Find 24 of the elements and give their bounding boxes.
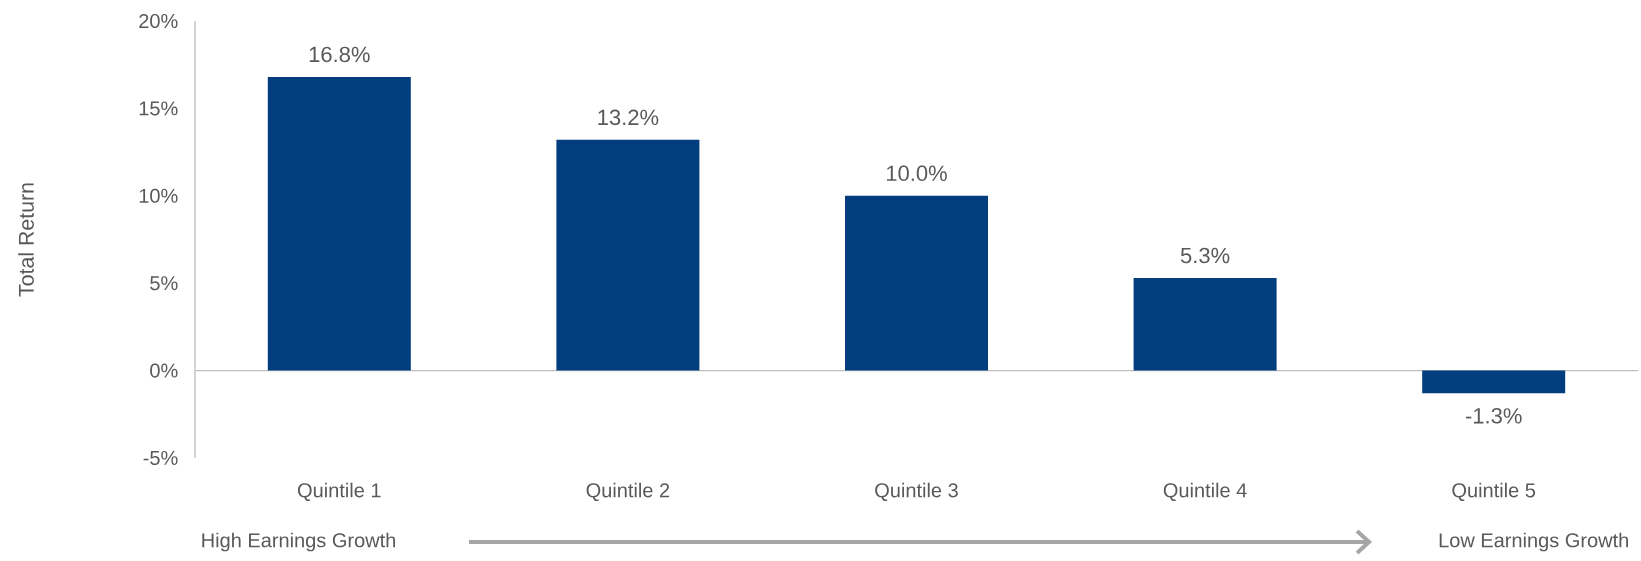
y-tick-label: 15% [139,101,178,116]
text: Low Earnings Growth [1439,532,1628,552]
y-tick-label: -5% [143,450,178,466]
text: High Earnings Growth [202,532,396,552]
x-tick-label: Quintile 2 [586,482,670,501]
x-tick-label: Quintile 1 [298,482,381,501]
bar [556,139,700,371]
bar [1133,277,1277,371]
data-label: 16.8% [309,46,370,63]
y-tick-label: 20% [139,13,178,29]
bar [267,76,411,371]
bar [845,195,988,371]
bar [1422,370,1566,394]
x-tick-label: Quintile 5 [1452,482,1536,501]
y-tick-label: 0% [150,363,178,378]
data-label: 10.0% [886,165,947,182]
y-tick-label: 5% [150,276,178,291]
y-axis-title: Total Return [18,183,34,297]
data-label: 13.2% [598,109,659,126]
data-label: 5.3% [1180,247,1230,264]
x-tick-label: Quintile 4 [1163,482,1247,501]
data-label: -1.3% [1465,408,1522,424]
x-tick-label: Quintile 3 [875,482,958,501]
y-tick-label: 10% [139,188,178,203]
